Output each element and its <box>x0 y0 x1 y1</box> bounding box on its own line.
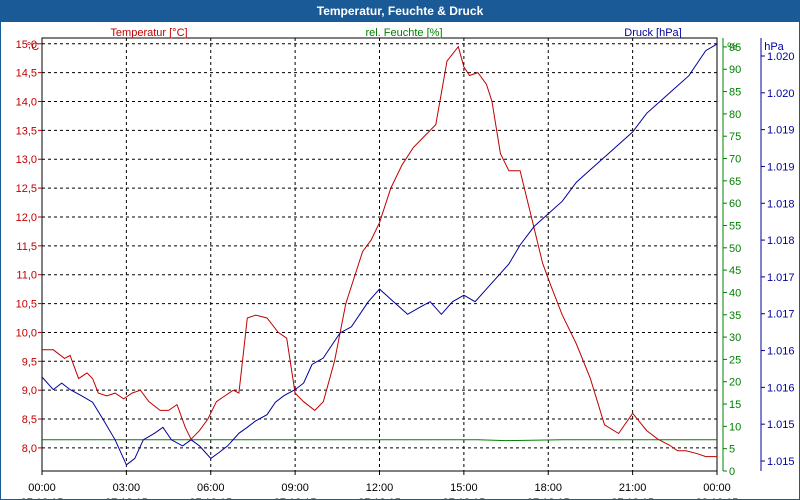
x-tick-date: 28.12.15 <box>696 497 739 499</box>
pressure-tick-label: 1.018 <box>767 198 795 210</box>
grid <box>38 37 765 475</box>
x-tick-time: 00:00 <box>28 482 56 494</box>
chart-canvas: Temperatur [°C] rel. Feuchte [%] Druck [… <box>16 27 795 499</box>
humidity-tick-label: 50 <box>729 243 741 255</box>
temp-tick-label: 10,0 <box>16 327 37 339</box>
temp-tick-label: 11,5 <box>16 241 37 253</box>
x-tick-time: 03:00 <box>113 482 141 494</box>
pressure-line <box>41 43 718 466</box>
humidity-tick-label: 80 <box>729 109 741 121</box>
window-title: Temperatur, Feuchte & Druck <box>1 1 799 22</box>
x-tick-date: 27.12.15 <box>527 497 570 499</box>
x-tick-date: 27.12.15 <box>21 497 64 499</box>
humidity-tick-label: 85 <box>729 87 741 99</box>
pressure-axis-title: Druck [hPa] <box>624 27 681 39</box>
pressure-tick-label: 1.016 <box>767 382 795 394</box>
humidity-tick-label: 10 <box>729 421 741 433</box>
temp-tick-label: 11,0 <box>16 270 37 282</box>
temp-tick-label: 12,5 <box>16 183 37 195</box>
humidity-tick-label: 45 <box>729 265 741 277</box>
x-tick-time: 21:00 <box>619 482 647 494</box>
humidity-tick-label: 70 <box>729 154 741 166</box>
humidity-line <box>42 439 717 442</box>
humidity-tick-label: 65 <box>729 176 741 188</box>
humidity-tick-label: 75 <box>729 131 741 143</box>
x-tick-time: 15:00 <box>450 482 478 494</box>
x-tick-time: 12:00 <box>366 482 394 494</box>
temp-tick-label: 8,5 <box>22 414 37 426</box>
pressure-tick-label: 1.020 <box>767 88 795 100</box>
pressure-unit: hPa <box>764 41 784 53</box>
temp-tick-label: 13,5 <box>16 125 37 137</box>
temp-tick-label: 8,0 <box>22 443 37 455</box>
pressure-tick-label: 1.018 <box>767 235 795 247</box>
temperature-line <box>42 45 717 458</box>
x-tick-date: 27.12.15 <box>189 497 232 499</box>
humidity-tick-label: 60 <box>729 198 741 210</box>
x-tick-date: 27.12.15 <box>274 497 317 499</box>
temp-tick-label: 14,5 <box>16 68 37 80</box>
pressure-tick-label: 1.017 <box>767 272 795 284</box>
humidity-tick-label: 30 <box>729 332 741 344</box>
humidity-tick-label: 90 <box>729 64 741 76</box>
x-tick-date: 27.12.15 <box>105 497 148 499</box>
temp-tick-label: 13,0 <box>16 154 37 166</box>
temp-tick-label: 12,0 <box>16 212 37 224</box>
humidity-tick-label: 15 <box>729 399 741 411</box>
pressure-tick-label: 1.019 <box>767 161 795 173</box>
tick-labels: 00:00 27.12.15 03:00 27.12.15 06:00 27.12.15 0… <box>16 39 795 499</box>
humidity-tick-label: 25 <box>729 354 741 366</box>
x-tick-time: 18:00 <box>534 482 562 494</box>
temp-axis-title: Temperatur [°C] <box>110 27 187 39</box>
axis-labels: Temperatur [°C] rel. Feuchte [%] Druck [… <box>27 27 785 53</box>
x-tick-time: 09:00 <box>281 482 309 494</box>
humidity-tick-label: 20 <box>729 377 741 389</box>
humidity-tick-label: 35 <box>729 310 741 322</box>
pressure-tick-label: 1.020 <box>767 51 795 63</box>
x-tick-date: 27.12.15 <box>358 497 401 499</box>
pressure-tick-label: 1.017 <box>767 309 795 321</box>
x-tick-date: 27.12.15 <box>611 497 654 499</box>
pressure-tick-label: 1.015 <box>767 419 795 431</box>
x-tick-date: 27.12.15 <box>442 497 485 499</box>
humidity-unit: % <box>727 41 737 53</box>
temp-tick-label: 9,0 <box>22 385 37 397</box>
x-tick-time: 06:00 <box>197 482 225 494</box>
x-tick-time: 00:00 <box>703 482 731 494</box>
temp-tick-label: 15,0 <box>16 39 37 51</box>
humidity-tick-label: 5 <box>729 444 735 456</box>
temp-tick-label: 9,5 <box>22 356 37 368</box>
series-lines <box>41 43 718 466</box>
humidity-tick-label: 40 <box>729 287 741 299</box>
humidity-tick-label: 55 <box>729 220 741 232</box>
humidity-tick-label: 95 <box>729 42 741 54</box>
temp-tick-label: 10,5 <box>16 299 37 311</box>
pressure-tick-label: 1.016 <box>767 346 795 358</box>
pressure-tick-label: 1.015 <box>767 456 795 468</box>
temp-unit: °C <box>27 41 39 53</box>
temp-tick-label: 14,0 <box>16 97 37 109</box>
humidity-tick-label: 0 <box>729 466 735 478</box>
pressure-tick-label: 1.019 <box>767 125 795 137</box>
humidity-axis-title: rel. Feuchte [%] <box>365 27 442 39</box>
